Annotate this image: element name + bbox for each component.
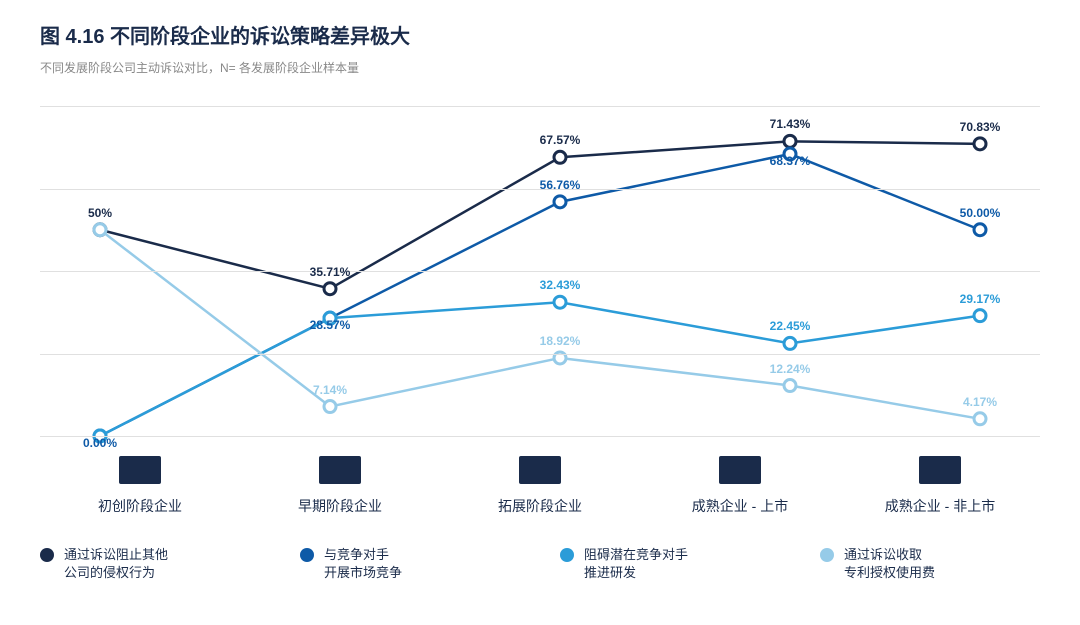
data-point [324,401,336,413]
chart-title: 图 4.16 不同阶段企业的诉讼策略差异极大 [40,20,1040,49]
legend-label: 与竞争对手开展市场竞争 [324,546,402,582]
x-category: 成熟企业 - 非上市 [840,456,1040,516]
legend-item: 通过诉讼阻止其他公司的侵权行为 [40,546,260,582]
gridline [40,106,1040,107]
data-point-label: 68.37% [770,154,811,168]
data-point-label: 7.14% [313,383,347,397]
legend-item: 阻碍潜在竞争对手推进研发 [560,546,780,582]
x-category: 初创阶段企业 [40,456,240,516]
x-category-label: 早期阶段企业 [240,496,440,516]
x-axis-labels: 初创阶段企业早期阶段企业拓展阶段企业成熟企业 - 上市成熟企业 - 非上市 [40,456,1040,516]
legend-item: 通过诉讼收取专利授权使用费 [820,546,1040,582]
legend-label: 阻碍潜在竞争对手推进研发 [584,546,688,582]
x-category-label: 成熟企业 - 非上市 [840,496,1040,516]
data-point-label: 32.43% [540,278,581,292]
series-line [100,230,980,419]
legend-dot [820,548,834,562]
x-category-box [519,456,561,484]
legend-item: 与竞争对手开展市场竞争 [300,546,520,582]
chart-legend: 通过诉讼阻止其他公司的侵权行为 与竞争对手开展市场竞争 阻碍潜在竞争对手推进研发 通过… [40,546,1040,582]
data-point-label: 18.92% [540,334,581,348]
data-point-label: 35.71% [310,265,351,279]
data-point [974,413,986,425]
legend-dot [560,548,574,562]
data-point-label: 71.43% [770,117,811,131]
x-category-label: 拓展阶段企业 [440,496,640,516]
data-point [554,196,566,208]
data-point-label: 0.00% [83,436,117,450]
legend-dot [300,548,314,562]
x-category-box [319,456,361,484]
x-category: 早期阶段企业 [240,456,440,516]
x-category-box [719,456,761,484]
data-point-label: 12.24% [770,362,811,376]
legend-label: 通过诉讼阻止其他公司的侵权行为 [64,546,168,582]
chart-plot-area: 50%35.71%67.57%71.43%70.83%0.00%28.57%56… [40,106,1040,436]
data-point [974,138,986,150]
data-point-label: 50.00% [960,206,1001,220]
series-line [100,154,980,436]
chart-subtitle: 不同发展阶段公司主动诉讼对比，N= 各发展阶段企业样本量 [40,59,1040,76]
data-point-label: 29.17% [960,292,1001,306]
data-point-label: 28.57% [310,318,351,332]
x-category: 拓展阶段企业 [440,456,640,516]
data-point [784,135,796,147]
series-line [100,302,980,436]
series-line [100,141,980,288]
x-category-label: 初创阶段企业 [40,496,240,516]
x-category: 成熟企业 - 上市 [640,456,840,516]
data-point [974,224,986,236]
x-category-box [919,456,961,484]
data-point-label: 56.76% [540,178,581,192]
gridline [40,436,1040,437]
data-point [94,224,106,236]
x-category-label: 成熟企业 - 上市 [640,496,840,516]
data-point [974,310,986,322]
data-point-label: 22.45% [770,319,811,333]
data-point-label: 50% [88,206,112,220]
data-point [784,380,796,392]
data-point [784,337,796,349]
data-point [324,283,336,295]
legend-label: 通过诉讼收取专利授权使用费 [844,546,935,582]
data-point-label: 70.83% [960,120,1001,134]
gridline [40,271,1040,272]
data-point-label: 67.57% [540,133,581,147]
data-point [554,296,566,308]
x-category-box [119,456,161,484]
legend-dot [40,548,54,562]
data-point-label: 4.17% [963,395,997,409]
gridline [40,354,1040,355]
data-point [554,151,566,163]
